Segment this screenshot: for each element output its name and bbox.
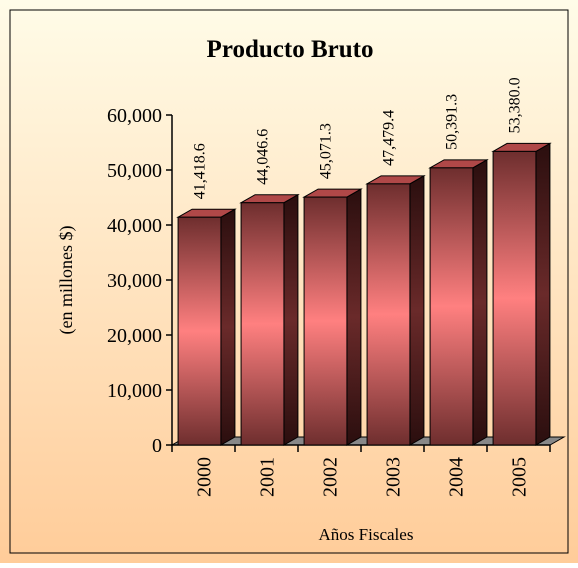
y-tick-label: 30,000 xyxy=(107,270,162,292)
chart-title: Producto Bruto xyxy=(207,36,374,63)
x-tick-label: 2002 xyxy=(320,457,342,497)
bar-side xyxy=(409,175,425,446)
y-tick-label: 40,000 xyxy=(107,215,162,237)
y-tick-label: 20,000 xyxy=(107,325,162,347)
x-tick-label: 2005 xyxy=(509,457,531,497)
bar-side xyxy=(283,193,299,446)
x-tick-label: 2000 xyxy=(194,457,216,497)
bar-side xyxy=(220,208,236,446)
x-tick-label: 2003 xyxy=(383,457,405,497)
value-label: 47,479.4 xyxy=(381,110,398,166)
bar-side xyxy=(346,188,362,446)
x-axis-label: Años Fiscales xyxy=(319,525,414,544)
bar-side xyxy=(535,142,551,446)
bar xyxy=(366,183,411,446)
y-axis-label: (en millones $) xyxy=(56,226,77,335)
x-tick-label: 2004 xyxy=(446,457,468,497)
frame xyxy=(9,9,569,554)
value-label: 50,391.3 xyxy=(444,94,461,150)
y-tick-label: 10,000 xyxy=(107,380,162,402)
value-label: 53,380.0 xyxy=(507,77,524,133)
value-label: 41,418.6 xyxy=(192,143,209,199)
y-tick-label: 60,000 xyxy=(107,105,162,127)
bar xyxy=(429,167,474,446)
bar xyxy=(303,196,348,446)
y-tick-label: 50,000 xyxy=(107,160,162,182)
value-label: 44,046.6 xyxy=(255,129,272,185)
bar xyxy=(492,150,537,446)
x-tick-label: 2001 xyxy=(257,457,279,497)
y-tick-label: 0 xyxy=(152,435,162,457)
bar xyxy=(177,216,222,446)
bar-side xyxy=(472,158,488,446)
bar xyxy=(240,202,285,446)
value-label: 45,071.3 xyxy=(318,123,335,179)
